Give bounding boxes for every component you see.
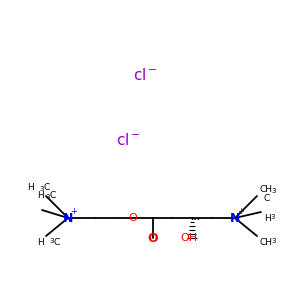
Text: OH: OH (180, 233, 198, 243)
Text: CH: CH (259, 185, 272, 194)
Text: H: H (37, 238, 44, 247)
Text: N: N (63, 212, 73, 224)
Text: cl$^-$: cl$^-$ (116, 132, 140, 148)
Text: 3: 3 (271, 238, 275, 244)
Text: O: O (129, 213, 137, 223)
Text: •••: ••• (190, 218, 200, 223)
Text: cl$^-$: cl$^-$ (133, 67, 157, 83)
Text: C: C (49, 191, 55, 200)
Text: H: H (37, 191, 44, 200)
Text: H: H (27, 183, 34, 192)
Text: +: + (238, 208, 244, 217)
Text: 3: 3 (45, 194, 50, 200)
Text: C: C (43, 183, 49, 192)
Text: 3: 3 (270, 214, 274, 220)
Text: +: + (70, 208, 77, 217)
Text: H: H (264, 214, 271, 223)
Text: 3: 3 (271, 188, 275, 194)
Text: C: C (264, 194, 270, 203)
Text: CH: CH (259, 238, 272, 247)
Text: N: N (230, 212, 240, 224)
Text: 3: 3 (49, 238, 53, 244)
Text: O: O (148, 232, 158, 244)
Text: C: C (53, 238, 59, 247)
Text: 3: 3 (39, 186, 43, 192)
